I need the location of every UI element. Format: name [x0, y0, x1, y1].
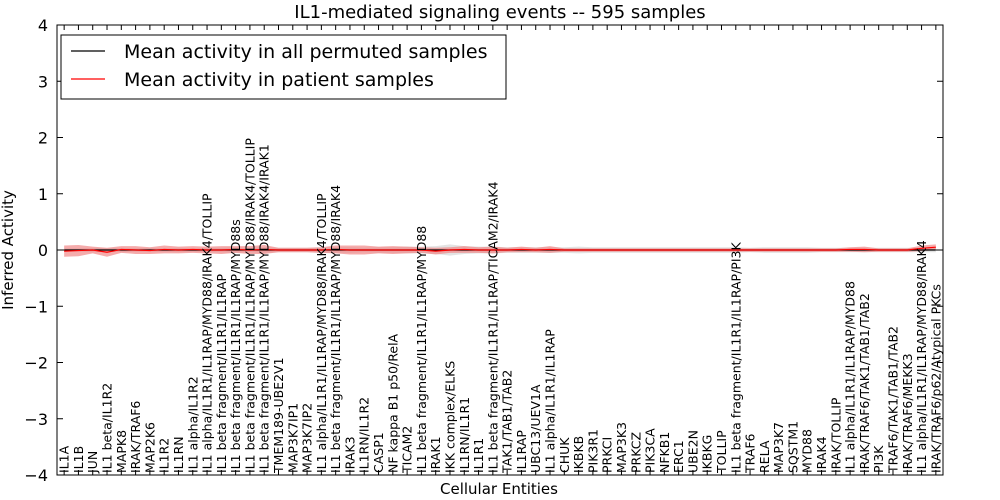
x-tick-label: IL1R1: [471, 438, 486, 473]
x-tick-label: IL1 beta fragment/IL1R1/IL1RAP/MYD88s: [228, 219, 243, 473]
x-tick-label: JUN: [85, 451, 100, 474]
x-tick-label: IKBKG: [700, 435, 715, 473]
x-tick-label: TRAF6: [743, 433, 758, 474]
x-tick-label: IL1RAP: [514, 430, 529, 473]
chart-title: IL1-mediated signaling events -- 595 sam…: [294, 2, 705, 23]
x-tick-label: UBE2N: [685, 430, 700, 473]
x-tick-label: IL1 beta fragment/IL1R1/IL1RAP/MYD88: [414, 226, 429, 473]
legend: Mean activity in all permuted samples Me…: [60, 34, 507, 100]
x-tick-label: IL1 alpha/IL1R1/IL1RAP/MYD88/IRAK4: [914, 240, 929, 473]
y-tick-label: 3: [38, 72, 48, 91]
legend-label-permuted: Mean activity in all permuted samples: [124, 41, 487, 63]
x-tick-label: NFKB1: [657, 432, 672, 473]
legend-label-patient: Mean activity in patient samples: [124, 69, 434, 91]
x-tick-label: IRAK/TRAF6/p62/Atypical PKCs: [928, 284, 943, 473]
x-tick-label: IL1 beta fragment/IL1R1/IL1RAP/TICAM2/IR…: [485, 182, 500, 473]
y-tick-label: 0: [38, 241, 48, 260]
x-tick-label: PIK3CA: [643, 428, 658, 473]
y-axis: 4 3 2 1 0 −1 −2 −3 −4: [24, 16, 943, 485]
x-tick-label: PRKCI: [600, 437, 615, 473]
x-tick-label: TICAM2: [400, 426, 415, 474]
x-tick-label: IRAK/TRAF6/MEKK3: [900, 353, 915, 473]
x-tick-label: IL1RN/IL1R1: [457, 397, 472, 473]
x-tick-label: IRAK1: [428, 436, 443, 473]
x-tick-label: TRAF6/TAK1/TAB1/TAB2: [885, 326, 900, 474]
x-tick-label: MYD88: [800, 429, 815, 473]
x-tick-label: IL1 alpha/IL1R1/IL1RAP/MYD88: [843, 281, 858, 473]
x-tick-label: MAP2K6: [142, 422, 157, 473]
x-tick-label: IL1 beta fragment/IL1R1/IL1RAP/MYD88/IRA…: [328, 185, 343, 473]
x-tick-label: IL1 beta fragment/IL1R1/IL1RAP: [214, 273, 229, 473]
x-tick-label: IRAK/TRAF6: [128, 401, 143, 473]
x-tick-label: IRAK/TOLLIP: [828, 397, 843, 473]
x-tick-label: IRAK/TRAF6/TAK1/TAB1/TAB2: [857, 293, 872, 473]
x-tick-label: MAP3K7IP2: [300, 403, 315, 473]
x-tick-label: MAP3K7: [771, 422, 786, 473]
x-tick-label: MAP3K3: [614, 422, 629, 473]
y-axis-label: Inferred Activity: [0, 190, 17, 310]
x-axis: IL1A IL1B JUN IL1 beta/IL1R2 MAPK8 IRAK/TRAF6…: [57, 25, 943, 475]
y-tick-label: −4: [24, 466, 48, 485]
x-tick-label: IL1R2: [157, 438, 172, 473]
x-tick-label: IL1 beta/IL1R2: [100, 383, 115, 473]
legend-box: [60, 34, 507, 100]
x-tick-label: IL1 alpha/IL1R1/IL1RAP/MYD88/IRAK4/TOLLI…: [200, 193, 215, 473]
x-tick-label: IRAK3: [342, 436, 357, 473]
x-tick-label: IL1 beta fragment/IL1R1/IL1RAP/MYD88/IRA…: [242, 138, 257, 473]
x-tick-label: IL1 beta fragment/IL1R1/IL1RAP/PI3K: [728, 242, 743, 473]
x-tick-label: IRAK4: [814, 436, 829, 473]
x-tick-label: IL1 beta fragment/IL1R1/IL1RAP/MYD88/IRA…: [257, 144, 272, 473]
x-tick-label: SQSTM1: [785, 421, 800, 473]
y-tick-label: 4: [38, 16, 48, 35]
x-tick-label: IKK complex/ELKS: [442, 361, 457, 473]
x-tick-label: IL1B: [71, 446, 86, 473]
x-tick-label: NF kappa B1 p50/RelA: [385, 333, 400, 473]
x-tick-label: IL1 alpha/IL1R2: [185, 376, 200, 473]
x-tick-label: MAPK8: [114, 430, 129, 473]
y-tick-label: 1: [38, 185, 48, 204]
y-tick-label: −2: [24, 354, 48, 373]
x-tick-label: MAP3K7IP1: [285, 403, 300, 473]
x-tick-label: ERC1: [671, 440, 686, 473]
x-tick-label: PI3K: [871, 445, 886, 473]
x-tick-label: TOLLIP: [714, 430, 729, 474]
x-tick-label: TMEM189-UBE2V1: [271, 357, 286, 474]
x-tick-label: CASP1: [371, 432, 386, 473]
line-series-1: [64, 246, 936, 253]
x-tick-label: IL1A: [57, 445, 72, 473]
x-tick-label: IL1RN: [171, 436, 186, 473]
y-tick-label: −3: [24, 410, 48, 429]
x-tick-label: TAK1/TAB1/TAB2: [500, 370, 515, 474]
x-tick-label: RELA: [757, 440, 772, 473]
x-axis-label: Cellular Entities: [440, 480, 558, 498]
x-tick-label: IL1 alpha/IL1R1/IL1RAP: [543, 329, 558, 473]
x-tick-label: PIK3R1: [585, 429, 600, 473]
x-tick-label: IL1 alpha/IL1R1/IL1RAP/MYD88/IRAK4/TOLLI…: [314, 193, 329, 473]
series-lines: [64, 246, 936, 253]
x-tick-label: UBC13/UEV1A: [528, 384, 543, 473]
y-tick-label: −1: [24, 297, 48, 316]
x-tick-label: CHUK: [557, 437, 572, 473]
x-tick-label: IKBKB: [571, 436, 586, 473]
x-tick-label: IL1RN/IL1R2: [357, 397, 372, 473]
y-tick-label: 2: [38, 129, 48, 148]
x-tick-label: PRKCZ: [628, 432, 643, 473]
